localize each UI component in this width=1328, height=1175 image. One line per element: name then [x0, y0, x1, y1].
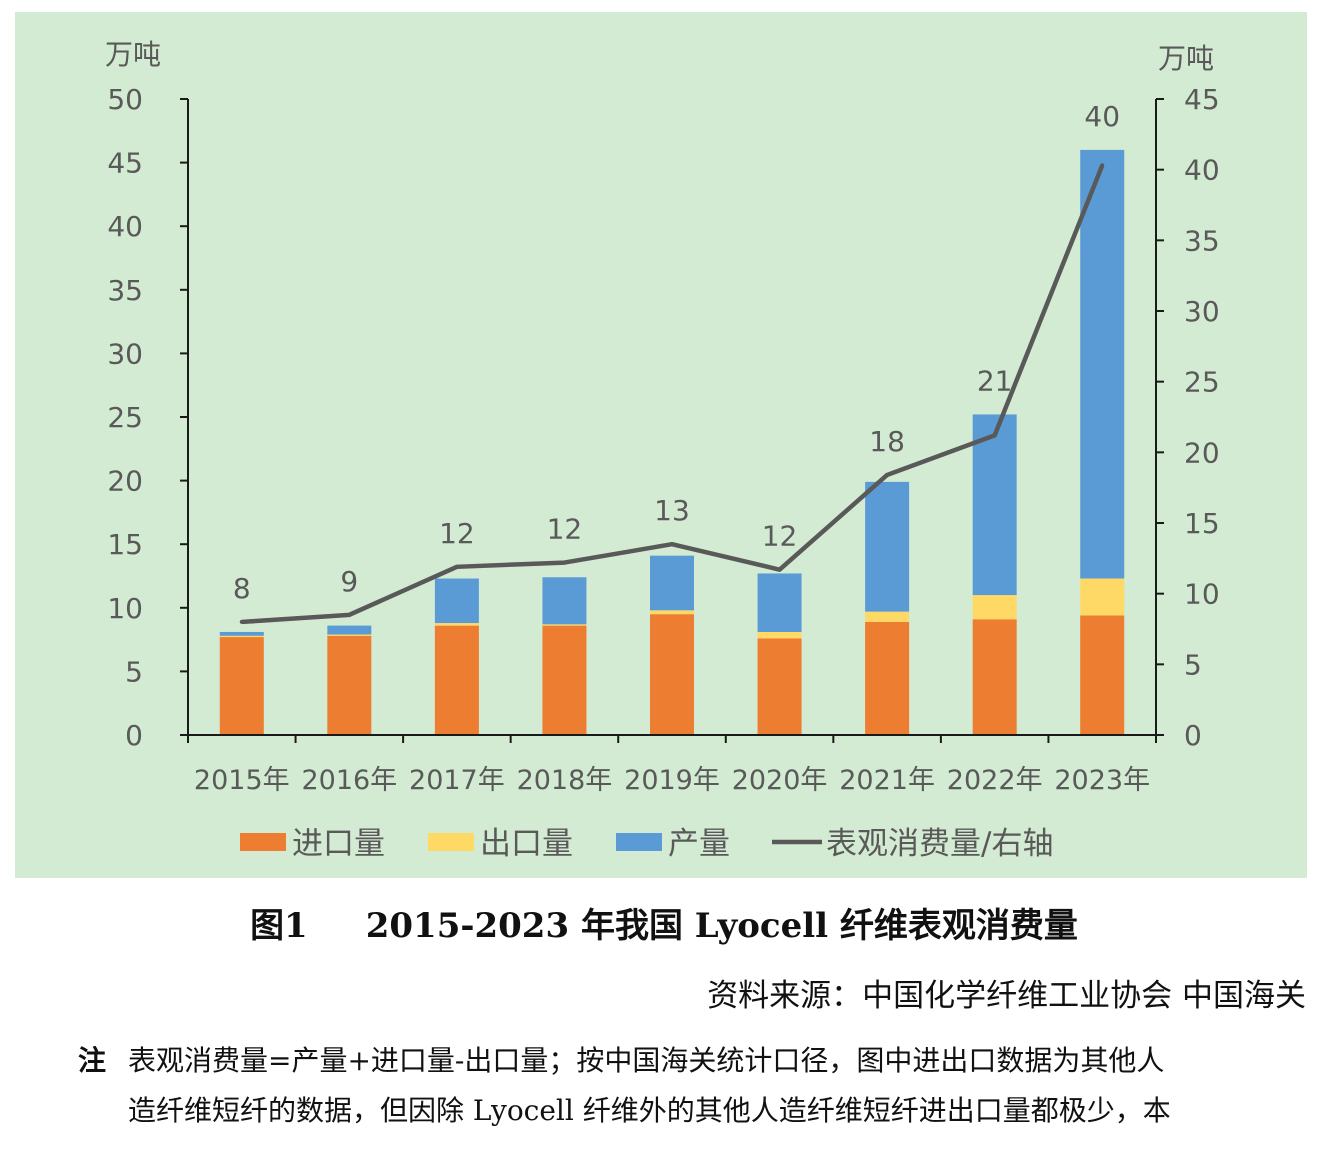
x-tick-label: 2020年 [732, 765, 828, 796]
bar-产量 [327, 625, 372, 635]
left-tick-label: 35 [107, 274, 143, 307]
bar-进口量 [434, 625, 479, 735]
left-tick-label: 45 [107, 147, 143, 180]
data-label: 12 [439, 517, 475, 550]
data-source: 资料来源：中国化学纤维工业协会 中国海关 [707, 978, 1306, 1014]
bar-出口量 [1080, 578, 1125, 616]
bar-产量 [972, 414, 1017, 596]
data-label: 8 [233, 572, 251, 605]
x-tick-label: 2021年 [839, 765, 935, 796]
left-tick-label: 30 [107, 337, 143, 370]
bar-出口量 [327, 634, 372, 636]
right-axis-unit: 万吨 [1158, 42, 1214, 75]
bar-进口量 [1080, 615, 1125, 735]
left-tick-label: 25 [107, 401, 143, 434]
note-label: 注 [78, 1044, 107, 1077]
data-label: 18 [869, 425, 905, 458]
data-label: 40 [1084, 100, 1120, 133]
legend-label: 出口量 [480, 826, 573, 862]
left-tick-label: 10 [107, 592, 143, 625]
right-tick-label: 45 [1184, 83, 1220, 116]
line-point [777, 567, 782, 572]
x-tick-label: 2017年 [409, 765, 505, 796]
x-tick-label: 2022年 [947, 765, 1043, 796]
line-point [454, 564, 459, 569]
figure-caption: 图1 2015-2023 年我国 Lyocell 纤维表观消费量 [0, 898, 1328, 947]
left-tick-label: 20 [107, 465, 143, 498]
right-tick-label: 15 [1184, 507, 1220, 540]
left-tick-label: 40 [107, 210, 143, 243]
legend-swatch [240, 833, 286, 851]
left-axis-unit: 万吨 [105, 38, 161, 71]
bar-产量 [1080, 149, 1125, 579]
line-point [670, 542, 674, 547]
bar-进口量 [650, 614, 694, 735]
bar-进口量 [757, 638, 802, 735]
figure-number: 图1 [250, 906, 308, 946]
x-tick-label: 2016年 [301, 765, 397, 796]
left-tick-label: 5 [125, 655, 143, 688]
bar-出口量 [865, 611, 910, 622]
right-tick-label: 25 [1184, 366, 1220, 399]
right-tick-label: 5 [1184, 648, 1202, 681]
data-label: 21 [977, 364, 1013, 397]
bar-产量 [219, 631, 264, 636]
bar-出口量 [650, 610, 694, 615]
right-tick-label: 20 [1184, 436, 1220, 469]
x-tick-label: 2015年 [194, 765, 290, 796]
bar-进口量 [219, 637, 264, 735]
bar-出口量 [757, 631, 802, 639]
bar-产量 [434, 578, 479, 624]
bar-产量 [757, 573, 802, 632]
bar-产量 [650, 555, 694, 611]
legend-label: 进口量 [292, 826, 385, 862]
legend-label: 产量 [668, 826, 730, 862]
legend-swatch [616, 833, 662, 851]
chart: 0 5 10 15 20 25 30 35 40 45 50 0 5 10 15 20 25 30 35 40 45 万吨… [105, 38, 1220, 862]
legend-label: 表观消费量/右轴 [826, 826, 1053, 862]
line-point [562, 560, 567, 565]
note: 注 表观消费量=产量+进口量-出口量；按中国海关统计口径，图中进出口数据为其他人… [78, 1036, 1308, 1136]
right-tick-label: 0 [1184, 719, 1202, 752]
right-tick-label: 30 [1184, 295, 1220, 328]
left-tick-label: 0 [125, 719, 143, 752]
bar-进口量 [542, 625, 587, 735]
right-tick-label: 35 [1184, 224, 1220, 257]
bar-进口量 [327, 635, 372, 735]
data-label: 13 [654, 494, 690, 527]
line-point [1100, 163, 1105, 168]
left-tick-label: 50 [107, 83, 143, 116]
line-point [992, 433, 997, 438]
bar-出口量 [542, 624, 587, 626]
note-line: 造纤维短纤的数据，但因除 Lyocell 纤维外的其他人造纤维短纤进出口量都极少… [128, 1094, 1171, 1127]
data-label: 12 [762, 520, 798, 553]
note-line: 表观消费量=产量+进口量-出口量；按中国海关统计口径，图中进出口数据为其他人 [128, 1044, 1165, 1077]
x-tick-label: 2019年 [624, 765, 720, 796]
figure-title: 2015-2023 年我国 Lyocell 纤维表观消费量 [365, 906, 1078, 946]
bar-进口量 [865, 621, 910, 735]
line-point [885, 472, 890, 477]
data-label: 12 [547, 513, 583, 546]
left-tick-label: 15 [107, 528, 143, 561]
bar-进口量 [972, 619, 1017, 735]
right-tick-label: 10 [1184, 578, 1220, 611]
x-tick-label: 2018年 [517, 765, 613, 796]
x-tick-label: 2023年 [1054, 765, 1150, 796]
bar-产量 [865, 481, 910, 612]
bar-出口量 [434, 623, 479, 626]
right-tick-label: 40 [1184, 154, 1220, 187]
bar-出口量 [219, 635, 264, 638]
bar-出口量 [972, 595, 1017, 620]
line-point [347, 612, 352, 617]
line-point [239, 619, 244, 624]
data-label: 9 [340, 565, 358, 598]
legend-swatch [428, 833, 474, 851]
bar-产量 [542, 577, 587, 625]
